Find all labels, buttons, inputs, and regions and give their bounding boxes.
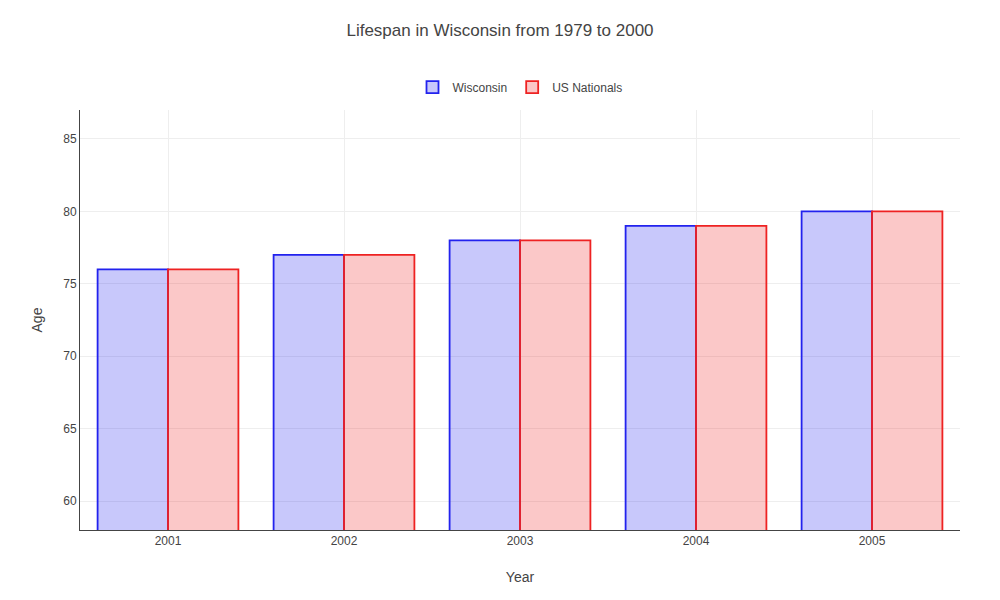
svg-text:Age: Age — [29, 307, 45, 332]
svg-text:65: 65 — [63, 422, 77, 436]
svg-text:2005: 2005 — [859, 534, 886, 548]
svg-text:Wisconsin: Wisconsin — [453, 81, 508, 95]
svg-text:85: 85 — [63, 132, 77, 146]
svg-text:75: 75 — [63, 277, 77, 291]
svg-text:70: 70 — [63, 349, 77, 363]
svg-text:Year: Year — [506, 569, 535, 585]
svg-text:US Nationals: US Nationals — [552, 81, 622, 95]
svg-text:2003: 2003 — [507, 534, 534, 548]
svg-text:2004: 2004 — [683, 534, 710, 548]
svg-text:Lifespan in Wisconsin from 197: Lifespan in Wisconsin from 1979 to 2000 — [346, 21, 653, 40]
svg-text:2001: 2001 — [155, 534, 182, 548]
svg-text:60: 60 — [63, 494, 77, 508]
svg-text:2002: 2002 — [331, 534, 358, 548]
svg-text:80: 80 — [63, 205, 77, 219]
